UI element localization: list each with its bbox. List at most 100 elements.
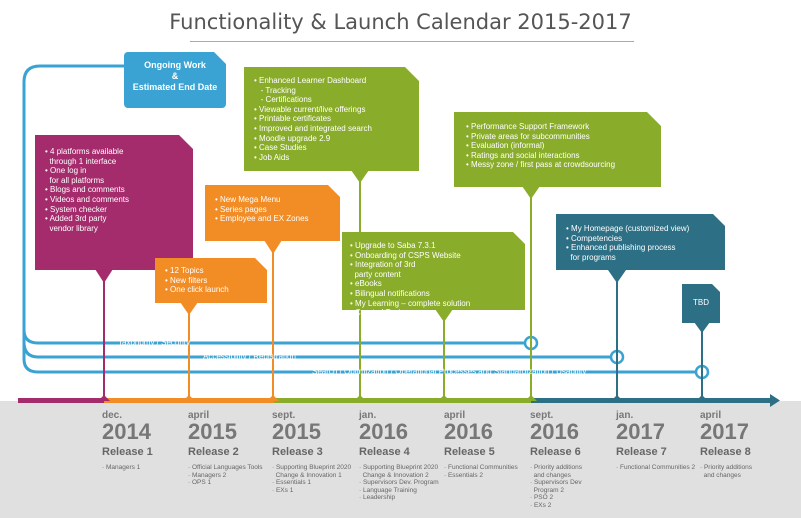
release-item: Program 2 bbox=[530, 486, 564, 494]
release-items: · Supporting Blueprint 2020 Change & Inn… bbox=[359, 464, 439, 502]
release3-fold bbox=[328, 185, 340, 197]
release-item: Change & Innovation 2 bbox=[359, 471, 429, 479]
release-month: april bbox=[700, 410, 722, 421]
marker-r8 bbox=[696, 395, 708, 401]
release-month: sept. bbox=[530, 410, 554, 421]
release-name: Release 4 bbox=[359, 446, 410, 458]
magenta-item: • System checker bbox=[45, 204, 107, 214]
release-name: Release 5 bbox=[444, 446, 495, 458]
green_right-item: • Ratings and social interactions bbox=[466, 150, 580, 160]
ongoing-loop-inner bbox=[22, 320, 531, 345]
release-month: april bbox=[188, 410, 210, 421]
marker-r7 bbox=[611, 395, 623, 401]
green_right-item: • Messy zone / first pass at crowdsourci… bbox=[466, 160, 616, 170]
green_mid-item: • eBooks bbox=[350, 279, 382, 289]
green_mid-item: party content bbox=[350, 269, 401, 279]
magenta-item: • Videos and comments bbox=[45, 194, 130, 204]
release-item: · EXs 2 bbox=[530, 501, 552, 509]
release-items: · Managers 1 bbox=[102, 464, 153, 472]
release7-feature-list: • My Homepage (customized view) • Compete… bbox=[566, 224, 725, 262]
release-year: 2015 bbox=[272, 419, 321, 444]
green_mid-item: • Curated Topic pages bbox=[350, 308, 429, 318]
magenta-item: • Blogs and comments bbox=[45, 185, 125, 195]
release8-callout: TBD bbox=[682, 284, 720, 323]
title-rule bbox=[190, 41, 634, 42]
release-item: · EXs 1 bbox=[272, 486, 294, 494]
release2-fold bbox=[255, 258, 267, 270]
release-item: · Supporting Blueprint 2020 bbox=[272, 464, 352, 471]
release-item: · Language Training bbox=[359, 486, 417, 494]
release-name: Release 2 bbox=[188, 446, 239, 458]
ongoing-fold bbox=[214, 52, 226, 64]
timeline-arrowhead bbox=[770, 394, 780, 407]
release2-callout: • 12 Topics • New filters • One click laun… bbox=[155, 258, 267, 303]
release-item: · Managers 1 bbox=[102, 464, 141, 471]
release3-callout: • New Mega Menu • Series pages • Employee … bbox=[205, 185, 340, 241]
release-name: Release 3 bbox=[272, 446, 323, 458]
magenta-item: for all platforms bbox=[45, 175, 105, 185]
release-1: dec. 2014 Release 1 · Managers 1 bbox=[102, 410, 153, 472]
release-item: · Supporting Blueprint 2020 bbox=[359, 464, 439, 471]
orange_small-item: • 12 Topics bbox=[165, 266, 204, 275]
release-year: 2017 bbox=[616, 419, 665, 444]
accessibility-label: Accessibility / Registration bbox=[203, 352, 296, 361]
release6-callout: • Performance Support Framework • Private… bbox=[454, 112, 661, 187]
pointer-tbd bbox=[694, 322, 710, 333]
release3-feature-list: • New Mega Menu • Series pages • Employee … bbox=[215, 195, 340, 224]
release-year: 2016 bbox=[530, 419, 579, 444]
release-items: · Priority additions and changes · Superv… bbox=[530, 464, 582, 509]
timeline-seg-3 bbox=[274, 398, 531, 403]
ongoing-loop-mid bbox=[22, 330, 617, 359]
pointer-magenta bbox=[95, 269, 113, 283]
green_mid-item: • Bilingual notifications bbox=[350, 288, 430, 298]
release-year: 2016 bbox=[444, 419, 493, 444]
release1-feature-list: • 4 platforms available through 1 interf… bbox=[45, 147, 193, 233]
release4-callout-top: • Enhanced Learner Dashboard - Tracking … bbox=[244, 67, 419, 171]
magenta-item: • One log in bbox=[45, 166, 87, 176]
release-year: 2016 bbox=[359, 419, 408, 444]
release-month: jan. bbox=[616, 410, 634, 421]
green_top-item: • Enhanced Learner Dashboard bbox=[254, 76, 367, 85]
release-items: · Functional Communities · Essentials 2 bbox=[444, 464, 518, 479]
teal-item: • Competencies bbox=[566, 233, 623, 243]
green_top-item: • Moodle upgrade 2.9 bbox=[254, 133, 331, 143]
marker-r6 bbox=[525, 395, 537, 401]
release-item: and changes bbox=[530, 471, 571, 479]
marker-r5 bbox=[438, 395, 450, 401]
release-month: jan. bbox=[359, 410, 377, 421]
ongoing-line2: & bbox=[171, 71, 179, 81]
green_right-item: • Performance Support Framework bbox=[466, 122, 590, 131]
release-item: · PSO 2 bbox=[530, 494, 554, 501]
release-name: Release 1 bbox=[102, 446, 153, 458]
green_top-item: • Case Studies bbox=[254, 143, 307, 153]
timeline-band bbox=[0, 401, 801, 518]
ongoing-loop-outer bbox=[22, 64, 700, 374]
release-4: jan. 2016 Release 4 · Supporting Blueprint … bbox=[359, 410, 439, 502]
release8-fold bbox=[712, 284, 720, 292]
release-item: · Managers 2 bbox=[188, 471, 227, 479]
release-8: april 2017 Release 8 · Priority additions a… bbox=[700, 410, 752, 479]
ongoing-line1: Ongoing Work bbox=[144, 60, 206, 70]
release-7: jan. 2017 Release 7 · Functional Communitie… bbox=[616, 410, 695, 472]
release7-fold bbox=[713, 214, 725, 226]
release-6: sept. 2016 Release 6 · Priority additions a… bbox=[530, 410, 582, 509]
release6-feature-list: • Performance Support Framework • Private… bbox=[466, 122, 661, 170]
release-items: · Functional Communities 2 bbox=[616, 464, 695, 472]
release-name: Release 7 bbox=[616, 446, 667, 458]
magenta-item: through 1 interface bbox=[45, 156, 117, 166]
pointer-green-top bbox=[351, 170, 369, 183]
magenta-item: • Added 3rd party bbox=[45, 214, 107, 224]
green_right-item: • Evaluation (informal) bbox=[466, 141, 545, 151]
release4-top-feature-list: • Enhanced Learner Dashboard - Tracking … bbox=[254, 76, 419, 162]
release-name: Release 6 bbox=[530, 446, 581, 458]
release-5: april 2016 Release 5 · Functional Communiti… bbox=[444, 410, 518, 479]
release-item: · Supervisors Dev. Program bbox=[359, 479, 439, 486]
green_top-item: • Viewable current/live offerings bbox=[254, 104, 366, 114]
magenta-item: • 4 platforms available bbox=[45, 147, 124, 156]
release4-mid-fold bbox=[513, 232, 525, 244]
taxonomy-label: Taxonomy / Security bbox=[118, 338, 191, 347]
green_top-item: - Tracking bbox=[254, 85, 296, 95]
release-month: dec. bbox=[102, 410, 123, 421]
magenta-item: vendor library bbox=[45, 223, 98, 233]
page-title: Functionality & Launch Calendar 2015-201… bbox=[169, 10, 632, 34]
